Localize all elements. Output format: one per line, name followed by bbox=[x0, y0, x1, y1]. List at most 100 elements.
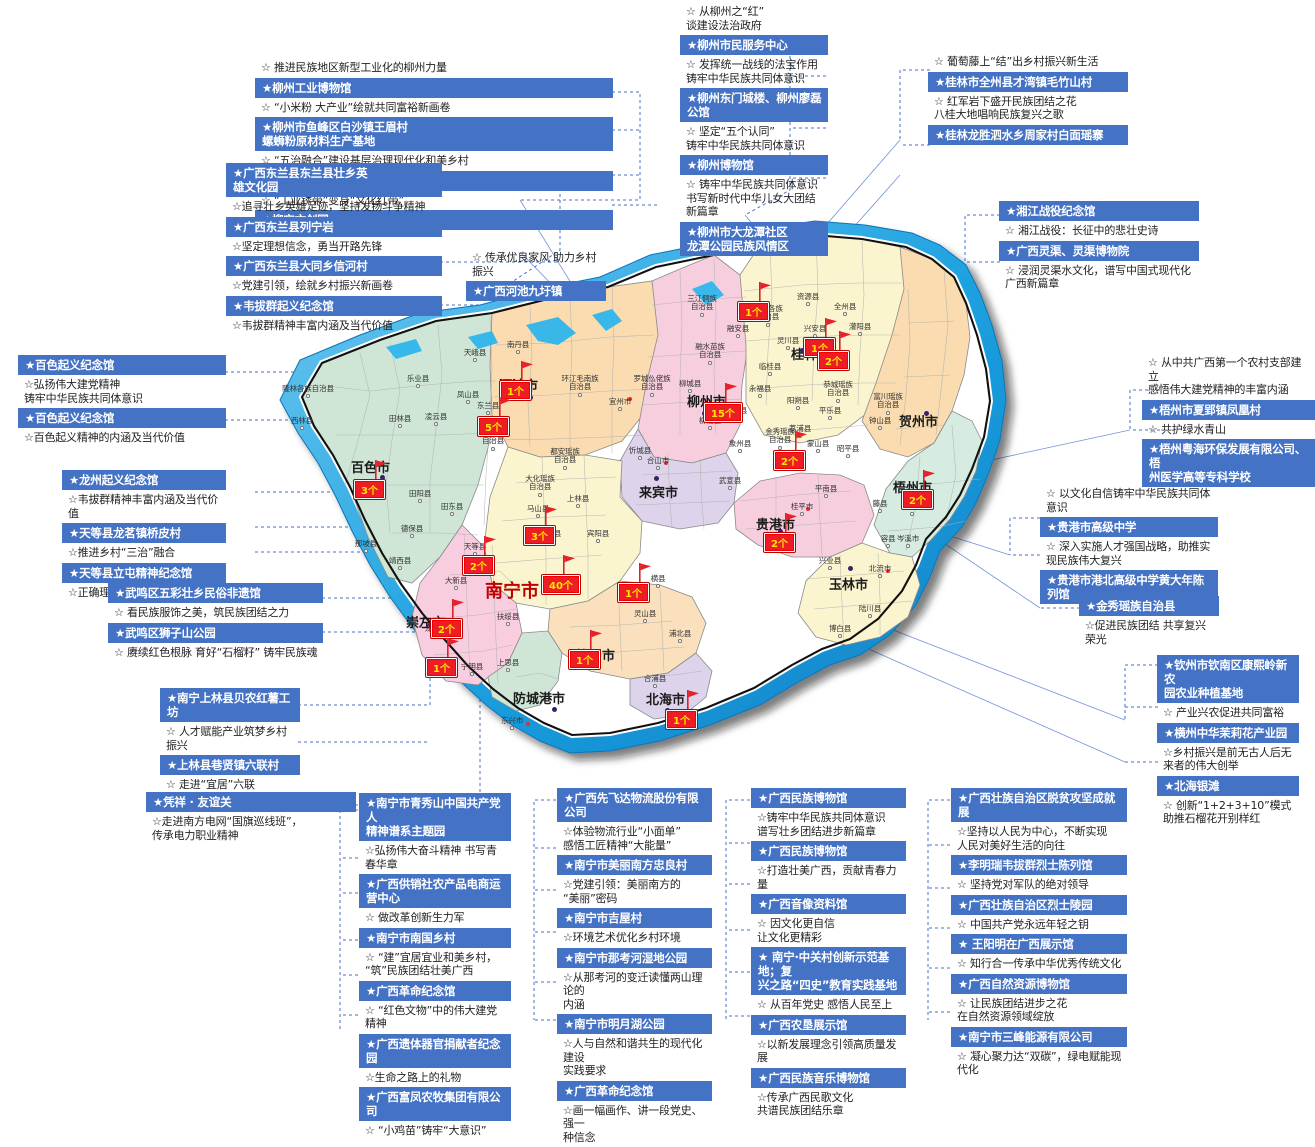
callout-group-pingxiang: ★凭祥 · 友谊关☆走进南方电网“国旗巡线班”， 传承电力职业精神 bbox=[146, 792, 356, 845]
county-dot bbox=[800, 512, 804, 516]
callout-title-bar[interactable]: ★柳州市大龙潭社区 龙潭公园民族风情区 bbox=[680, 222, 828, 256]
callout-title-bar[interactable]: ★湘江战役纪念馆 bbox=[999, 201, 1199, 221]
callout-title-bar[interactable]: ★广西供销社农产品电商运营中心 bbox=[359, 874, 511, 908]
callout-note: ☆ 坚持党对军队的绝对领导 bbox=[951, 875, 1127, 895]
count-badge[interactable]: 2个 bbox=[764, 533, 795, 552]
callout-title-bar[interactable]: ★柳州博物馆 bbox=[680, 155, 828, 175]
count-badge[interactable]: 15个 bbox=[704, 403, 742, 422]
callout-group-nanning-col3: ★广西民族博物馆☆铸牢中华民族共同体意识 谱写壮乡团结进步新篇章★广西民族博物馆… bbox=[751, 788, 906, 1121]
callout-title-bar[interactable]: ★柳州市鱼峰区白沙镇王眉村 螺蛳粉原材料生产基地 bbox=[255, 117, 613, 151]
callout-title-bar[interactable]: ★钦州市钦南区康熙岭新农 园农业种植基地 bbox=[1157, 655, 1299, 703]
county-dot bbox=[470, 672, 474, 676]
callout-title-bar[interactable]: ★广西东兰县大同乡信河村 bbox=[226, 256, 442, 276]
callout-title-bar[interactable]: ★广西音像资料馆 bbox=[751, 894, 906, 914]
callout-title-bar[interactable]: ★广西遗体器官捐献者纪念园 bbox=[359, 1034, 511, 1068]
count-badge[interactable]: 3个 bbox=[354, 480, 385, 499]
callout-title-bar[interactable]: ★贵港市高级中学 bbox=[1040, 517, 1218, 537]
callout-title-bar[interactable]: ★柳州东门城楼、柳州廖磊公馆 bbox=[680, 88, 828, 122]
county-dot bbox=[538, 493, 542, 497]
callout-title-bar[interactable]: ★广西先飞达物流股份有限公司 bbox=[557, 788, 712, 822]
callout-title-bar[interactable]: ★柳州工业博物馆 bbox=[255, 78, 613, 98]
callout-title-bar[interactable]: ★ 王阳明在广西展示馆 bbox=[951, 934, 1127, 954]
callout-title-bar[interactable]: ★广西东兰县列宁岩 bbox=[226, 217, 442, 237]
callout-title-bar[interactable]: ★龙州起义纪念馆 bbox=[62, 470, 226, 490]
callout-title-bar[interactable]: ★百色起义纪念馆 bbox=[18, 355, 226, 375]
callout-note: ☆ 产业兴农促进共同富裕 bbox=[1157, 703, 1299, 723]
callout-title-bar[interactable]: ★桂林市全州县才湾镇毛竹山村 bbox=[928, 72, 1128, 92]
county-dot bbox=[906, 544, 910, 548]
callout-note: ☆ 让民族团结进步之花 在自然资源领域绽放 bbox=[951, 994, 1127, 1027]
callout-title-bar[interactable]: ★广西东兰县东兰县壮乡英 雄文化园 bbox=[226, 163, 442, 197]
callout-title-bar[interactable]: ★南宁市美丽南方忠良村 bbox=[557, 855, 712, 875]
callout-title-bar[interactable]: ★广西农垦展示馆 bbox=[751, 1015, 906, 1035]
map-flag-icon bbox=[686, 690, 700, 708]
callout-title-bar[interactable]: ★广西民族博物馆 bbox=[751, 841, 906, 861]
callout-title-bar[interactable]: ★梧州粤海环保发展有限公司、梧 州医学高等专科学校 bbox=[1142, 439, 1315, 487]
callout-title-bar[interactable]: ★天等县龙茗镇桥皮村 bbox=[62, 523, 226, 543]
callout-title-bar[interactable]: ★南宁市吉屋村 bbox=[557, 908, 712, 928]
callout-title-bar[interactable]: ★广西壮族自治区脱贫攻坚成就展 bbox=[951, 788, 1127, 822]
callout-title-bar[interactable]: ★上林县巷贤镇六联村 bbox=[160, 755, 300, 775]
callout-title-bar[interactable]: ★ 南宁·中关村创新示范基地；复 兴之路“四史”教育实践基地 bbox=[751, 947, 906, 995]
callout-title-bar[interactable]: ★南宁上林县贝农红薯工坊 bbox=[160, 688, 300, 722]
callout-title-bar[interactable]: ★南宁市明月湖公园 bbox=[557, 1014, 712, 1034]
county-label: 兴业县 bbox=[804, 557, 856, 565]
callout-title-bar[interactable]: ★武鸣区狮子山公园 bbox=[108, 623, 323, 643]
county-dot bbox=[688, 389, 692, 393]
callout-title-bar[interactable]: ★广西壮族自治区烈士陵园 bbox=[951, 895, 1127, 915]
county-dot bbox=[473, 358, 477, 362]
callout-title-bar[interactable]: ★李明瑞韦拔群烈士陈列馆 bbox=[951, 855, 1127, 875]
callout-title-bar[interactable]: ★南宁市三峰能源有限公司 bbox=[951, 1027, 1127, 1047]
callout-group-liuzhou-top: ☆ 从柳州之“红” 谈建设法治政府★柳州市民服务中心☆ 发挥统一战线的法宝作用 … bbox=[680, 2, 828, 256]
count-badge[interactable]: 2个 bbox=[774, 451, 805, 470]
callout-note: ☆ 看民族服饰之美，筑民族团结之力 bbox=[108, 603, 323, 623]
count-badge[interactable]: 1个 bbox=[426, 658, 457, 677]
count-badge[interactable]: 2个 bbox=[463, 556, 494, 575]
count-badge[interactable]: 5个 bbox=[478, 417, 509, 436]
callout-title-bar[interactable]: ★横州中华茉莉花产业园 bbox=[1157, 723, 1299, 743]
count-badge[interactable]: 40个 bbox=[542, 575, 580, 594]
callout-title-bar[interactable]: ★南宁市那考河湿地公园 bbox=[557, 948, 712, 968]
callout-title-bar[interactable]: ★广西民族博物馆 bbox=[751, 788, 906, 808]
county-label: 南丹县 bbox=[492, 341, 544, 349]
callout-title-bar[interactable]: ★广西革命纪念馆 bbox=[557, 1081, 712, 1101]
callout-title-bar[interactable]: ★南宁市青秀山中国共产党人 精神谱系主题园 bbox=[359, 793, 511, 841]
callout-note: ☆坚定理想信念，勇当开路先锋 bbox=[226, 237, 442, 257]
callout-title-bar[interactable]: ★韦拔群起义纪念馆 bbox=[226, 296, 442, 316]
callout-title-bar[interactable]: ★南宁市南国乡村 bbox=[359, 928, 511, 948]
callout-title-bar[interactable]: ★武鸣区五彩壮乡民俗非遗馆 bbox=[108, 583, 323, 603]
callout-title-bar[interactable]: ★百色起义纪念馆 bbox=[18, 408, 226, 428]
county-label: 平南县 bbox=[800, 485, 852, 493]
callout-title-bar[interactable]: ★广西自然资源博物馆 bbox=[951, 974, 1127, 994]
county-label: 北流市 bbox=[854, 565, 906, 573]
callout-note: ☆ 坚定“五个认同” 铸牢中华民族共同体意识 bbox=[680, 122, 828, 155]
count-badge[interactable]: 1个 bbox=[738, 302, 769, 321]
county-dot bbox=[434, 422, 438, 426]
callout-note: ☆ 共护绿水青山 bbox=[1142, 420, 1315, 440]
callout-title-bar[interactable]: ★天等县立屯精神纪念馆 bbox=[62, 563, 226, 583]
callout-title-bar[interactable]: ★金秀瑶族自治县 bbox=[1079, 596, 1219, 616]
callout-title-bar[interactable]: ★广西富凤农牧集团有限公司 bbox=[359, 1087, 511, 1121]
callout-group-guilin: ☆ 葡萄藤上“结”出乡村振兴新生活★桂林市全州县才湾镇毛竹山村☆ 红军岩下盛开民… bbox=[928, 52, 1128, 145]
county-dot bbox=[563, 466, 567, 470]
callout-title-bar[interactable]: ★凭祥 · 友谊关 bbox=[146, 792, 356, 812]
count-badge[interactable]: 2个 bbox=[902, 490, 933, 509]
callout-title-bar[interactable]: ★梧州市夏郢镇凤凰村 bbox=[1142, 400, 1315, 420]
count-badge[interactable]: 1个 bbox=[569, 650, 600, 669]
count-badge[interactable]: 2个 bbox=[818, 351, 849, 370]
callout-title-bar[interactable]: ★广西革命纪念馆 bbox=[359, 981, 511, 1001]
county-label: 东兴市 bbox=[486, 717, 538, 725]
callout-title-bar[interactable]: ★桂林龙胜泗水乡周家村白面瑶寨 bbox=[928, 125, 1128, 145]
map-flag-icon bbox=[794, 431, 808, 449]
count-badge[interactable]: 2个 bbox=[431, 619, 462, 638]
callout-title-bar[interactable]: ★广西民族音乐博物馆 bbox=[751, 1068, 906, 1088]
count-badge[interactable]: 3个 bbox=[524, 526, 555, 545]
callout-title-bar[interactable]: ★柳州市民服务中心 bbox=[680, 35, 828, 55]
callout-title-bar[interactable]: ★广西河池九圩镇 bbox=[466, 281, 606, 301]
callout-note: ☆ “红色文物”中的伟大建党精神 bbox=[359, 1001, 511, 1034]
count-badge[interactable]: 1个 bbox=[666, 710, 697, 729]
callout-note: ☆ 红军岩下盛开民族团结之花 八桂大地唱响民族复兴之歌 bbox=[928, 92, 1128, 125]
callout-title-bar[interactable]: ★北海银滩 bbox=[1157, 776, 1299, 796]
callout-title-bar[interactable]: ★广西灵渠、灵渠博物院 bbox=[999, 241, 1199, 261]
count-badge[interactable]: 1个 bbox=[618, 583, 649, 602]
